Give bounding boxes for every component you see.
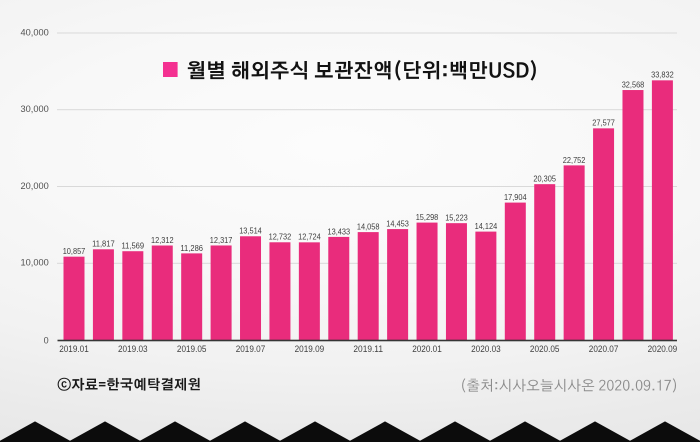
svg-text:11,569: 11,569 xyxy=(122,242,145,251)
svg-text:10,857: 10,857 xyxy=(63,247,86,256)
svg-text:14,058: 14,058 xyxy=(357,223,380,232)
svg-text:17,904: 17,904 xyxy=(504,193,527,202)
svg-text:2019.01: 2019.01 xyxy=(59,344,89,354)
svg-text:11,817: 11,817 xyxy=(92,240,115,249)
svg-text:2020.05: 2020.05 xyxy=(530,344,560,354)
svg-text:2019.07: 2019.07 xyxy=(236,344,266,354)
svg-text:13,433: 13,433 xyxy=(328,227,351,236)
svg-text:27,577: 27,577 xyxy=(592,119,615,128)
svg-text:12,317: 12,317 xyxy=(210,236,233,245)
svg-text:20,000: 20,000 xyxy=(21,181,49,191)
svg-text:15,223: 15,223 xyxy=(445,214,468,223)
svg-text:2020.01: 2020.01 xyxy=(412,344,442,354)
svg-text:14,453: 14,453 xyxy=(386,220,409,229)
svg-text:12,312: 12,312 xyxy=(151,236,174,245)
svg-text:10,000: 10,000 xyxy=(21,258,49,268)
svg-text:40,000: 40,000 xyxy=(21,27,49,37)
svg-text:2019.09: 2019.09 xyxy=(295,344,325,354)
svg-text:2020.07: 2020.07 xyxy=(589,344,619,354)
svg-text:14,124: 14,124 xyxy=(475,222,498,231)
svg-text:2019.03: 2019.03 xyxy=(118,344,148,354)
svg-text:12,724: 12,724 xyxy=(298,233,321,242)
svg-text:15,298: 15,298 xyxy=(416,213,439,222)
svg-text:11,286: 11,286 xyxy=(180,244,203,253)
svg-text:20,305: 20,305 xyxy=(533,175,556,184)
svg-text:2019.11: 2019.11 xyxy=(353,344,383,354)
svg-text:2019.05: 2019.05 xyxy=(177,344,207,354)
svg-text:12,732: 12,732 xyxy=(269,233,292,242)
svg-text:33,832: 33,832 xyxy=(651,71,674,80)
svg-text:0: 0 xyxy=(44,335,49,345)
svg-text:32,568: 32,568 xyxy=(622,80,645,89)
svg-text:13,514: 13,514 xyxy=(239,227,262,236)
svg-text:30,000: 30,000 xyxy=(21,104,49,114)
svg-text:2020.09: 2020.09 xyxy=(648,344,678,354)
svg-text:2020.03: 2020.03 xyxy=(471,344,501,354)
svg-text:22,752: 22,752 xyxy=(563,156,586,165)
